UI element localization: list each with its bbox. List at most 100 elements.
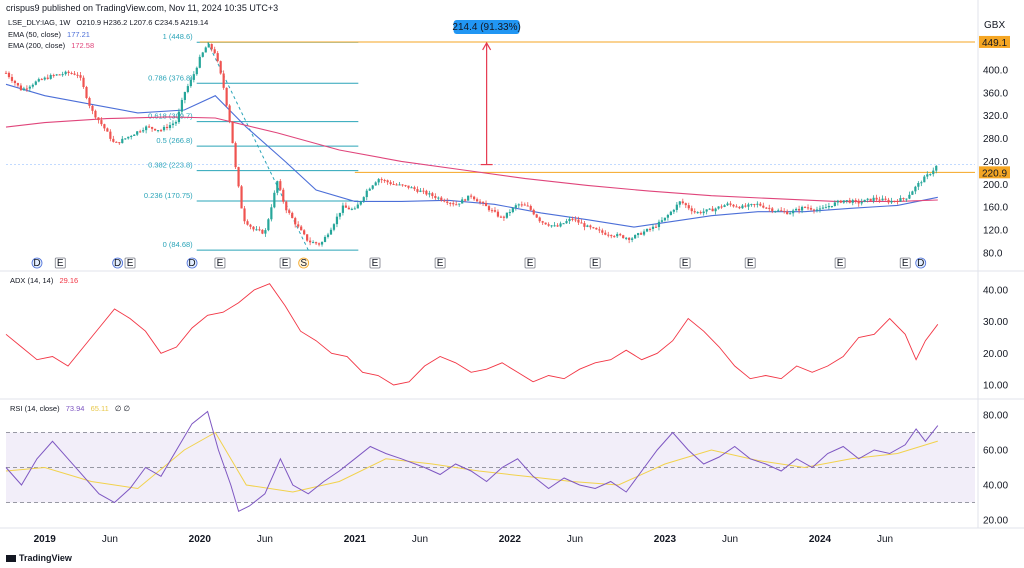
earnings-marker [369,257,381,269]
candle-body [705,209,708,212]
price-tick-label: 280.0 [983,134,1008,145]
candle-body [765,207,768,209]
event-marker-label: E [282,258,289,269]
candle-body [100,120,103,125]
candle-body [386,180,389,183]
candle-body [434,196,437,198]
candle-body [577,219,580,223]
adx-legend[interactable]: ADX (14, 14) 29.16 [10,276,78,285]
candle-body [935,165,938,171]
candle-body [750,204,753,206]
tradingview-logo[interactable]: TradingView [6,553,72,563]
candle-body [127,136,130,139]
candle-body [52,75,55,77]
candle-body [786,211,789,215]
candle-body [499,216,503,218]
candle-body [43,77,46,80]
candle-body [162,126,166,131]
candle-body [657,221,661,228]
candle-body [300,226,303,231]
price-tick-label: 240.0 [983,157,1008,168]
candle-body [19,85,23,91]
candle-body [395,184,398,186]
candle-body [720,206,723,208]
ohlc-values: O210.9 H236.2 L207.6 C234.5 A219.14 [76,18,209,27]
time-tick-label: 2024 [809,534,832,545]
candle-body [145,126,148,131]
candle-body [437,197,440,199]
symbol-label[interactable]: LSE_DLY:IAG, 1W [8,18,71,27]
time-tick-label: 2019 [34,534,57,545]
candle-body [562,223,565,225]
candle-body [741,205,744,209]
event-marker-label: E [592,258,599,269]
candle-body [106,128,109,132]
candle-body [860,202,863,204]
tradingview-label: TradingView [19,553,72,563]
candle-body [806,207,810,209]
candle-body [681,201,684,204]
candle-body [461,199,464,204]
adx-tick-label: 40.00 [983,286,1008,297]
candle-body [34,81,37,85]
event-marker-label: E [57,258,64,269]
candle-body [168,125,172,129]
candle-body [470,195,473,197]
ema200-legend[interactable]: EMA (200, close) 172.58 [8,41,94,50]
candle-body [309,240,312,243]
candle-body [884,198,887,200]
candle-body [174,122,178,124]
candle-body [726,203,729,206]
candle-body [58,74,61,76]
dividend-marker [915,257,927,269]
candle-body [374,182,377,186]
candle-body [869,198,872,201]
candle-body [610,235,613,237]
candle-body [225,87,228,106]
candle-body [314,242,318,244]
ema50-line [5,83,938,228]
candle-body [821,207,825,209]
candle-body [326,234,330,237]
candle-body [210,44,213,50]
candle-body [541,221,544,223]
candle-body [216,53,219,62]
candle-body [508,212,511,214]
candle-body [890,200,893,203]
event-marker-label: E [747,258,754,269]
candle-body [97,117,100,121]
candle-body [311,242,315,244]
candle-body [291,212,294,219]
candle-body [735,206,738,208]
price-tick-label: 360.0 [983,88,1008,99]
candle-body [67,71,70,73]
candle-body [932,170,935,175]
candle-body [771,208,774,212]
candle-body [818,208,822,210]
candle-body [717,206,720,209]
event-marker-label: S [300,258,307,269]
candle-body [180,99,184,112]
candle-body [156,130,160,132]
rsi-legend[interactable]: RSI (14, close) 73.94 65.11 ∅ ∅ [10,404,130,413]
event-marker-label: E [127,258,134,269]
candle-body [467,195,470,201]
rsi-tick-label: 80.00 [983,411,1008,422]
candle-body [625,237,628,239]
candle-body [893,200,896,202]
split-marker [298,257,310,269]
candle-body [574,219,577,221]
candle-body [475,199,479,202]
candle-body [237,167,240,187]
ema50-legend[interactable]: EMA (50, close) 177.21 [8,30,90,39]
candle-body [347,207,350,210]
candle-body [654,226,658,228]
candle-body [797,208,801,211]
candle-body [273,192,276,208]
symbol-legend: LSE_DLY:IAG, 1W O210.9 H236.2 L207.6 C23… [8,18,208,27]
candle-body [496,211,500,217]
candle-body [294,218,297,225]
candle-body [130,135,133,137]
price-tick-label: 400.0 [983,66,1008,77]
